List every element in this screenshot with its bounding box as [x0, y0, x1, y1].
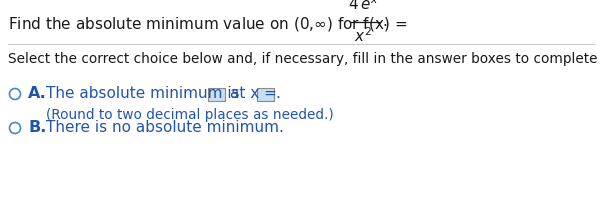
Text: .: .	[275, 86, 280, 102]
Text: Select the correct choice below and, if necessary, fill in the answer boxes to c: Select the correct choice below and, if …	[8, 52, 602, 66]
Text: A.: A.	[28, 86, 47, 102]
Text: Find the absolute minimum value on (0,$\infty$) for f(x) =: Find the absolute minimum value on (0,$\…	[8, 15, 407, 33]
Text: .: .	[382, 14, 387, 29]
FancyBboxPatch shape	[208, 88, 225, 100]
Text: The absolute minimum is: The absolute minimum is	[46, 86, 240, 102]
Text: $4\,e^x$: $4\,e^x$	[348, 0, 378, 13]
Text: There is no absolute minimum.: There is no absolute minimum.	[46, 120, 284, 135]
Text: $x^2$: $x^2$	[354, 26, 372, 45]
FancyBboxPatch shape	[257, 88, 274, 100]
Text: at x =: at x =	[230, 86, 277, 102]
Text: B.: B.	[28, 120, 46, 135]
Text: (Round to two decimal places as needed.): (Round to two decimal places as needed.)	[46, 108, 334, 122]
